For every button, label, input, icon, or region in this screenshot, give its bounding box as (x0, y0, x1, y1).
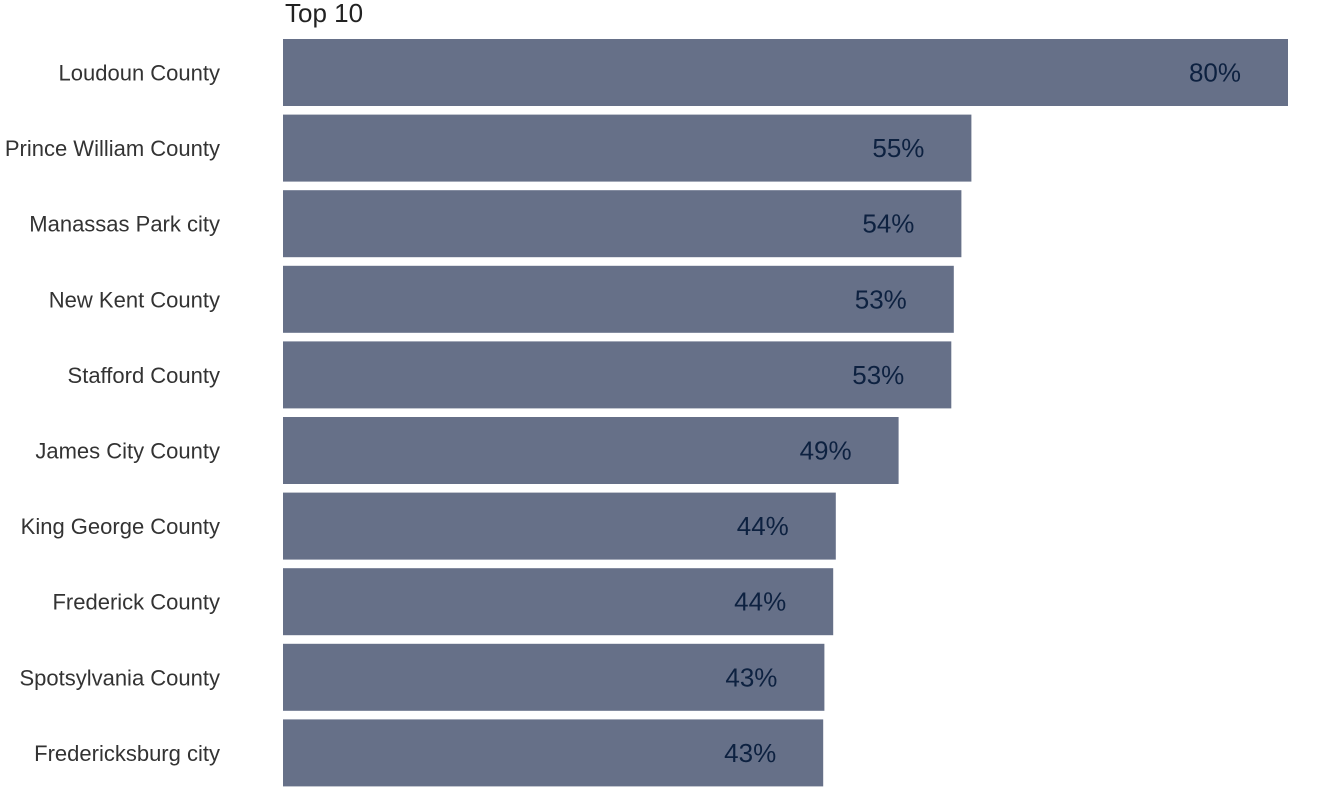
value-label: 53% (852, 360, 904, 390)
category-label: Manassas Park city (29, 212, 220, 237)
chart-title: Top 10 (285, 0, 363, 28)
bar (283, 341, 952, 409)
value-label: 80% (1189, 58, 1241, 88)
value-label: 54% (862, 209, 914, 239)
category-label: Fredericksburg city (34, 741, 220, 766)
value-label: 53% (855, 284, 907, 314)
bars (283, 39, 1288, 787)
category-label: Prince William County (5, 136, 220, 161)
category-label: James City County (35, 439, 220, 464)
value-label: 43% (725, 662, 777, 692)
bar (283, 265, 954, 333)
bar (283, 568, 834, 636)
bar (283, 719, 824, 787)
category-label: King George County (21, 514, 220, 539)
bar (283, 39, 1288, 106)
category-label: Stafford County (68, 363, 220, 388)
bar (283, 417, 899, 484)
category-label: New Kent County (49, 287, 220, 312)
value-label: 44% (734, 587, 786, 617)
category-label: Loudoun County (59, 61, 220, 86)
bar (283, 114, 972, 182)
value-labels: 80% 55% 54% 53% 53% 49% 44% 44% 43% 43% (724, 58, 1241, 768)
value-label: 55% (872, 133, 924, 163)
value-label: 44% (737, 511, 789, 541)
bar (283, 492, 836, 560)
category-labels: Loudoun County Prince William County Manas… (5, 61, 220, 766)
category-label: Frederick County (52, 590, 220, 615)
value-label: 49% (800, 436, 852, 466)
bar (283, 643, 825, 711)
category-label: Spotsylvania County (19, 665, 220, 690)
value-label: 43% (724, 738, 776, 768)
bar (283, 190, 962, 258)
